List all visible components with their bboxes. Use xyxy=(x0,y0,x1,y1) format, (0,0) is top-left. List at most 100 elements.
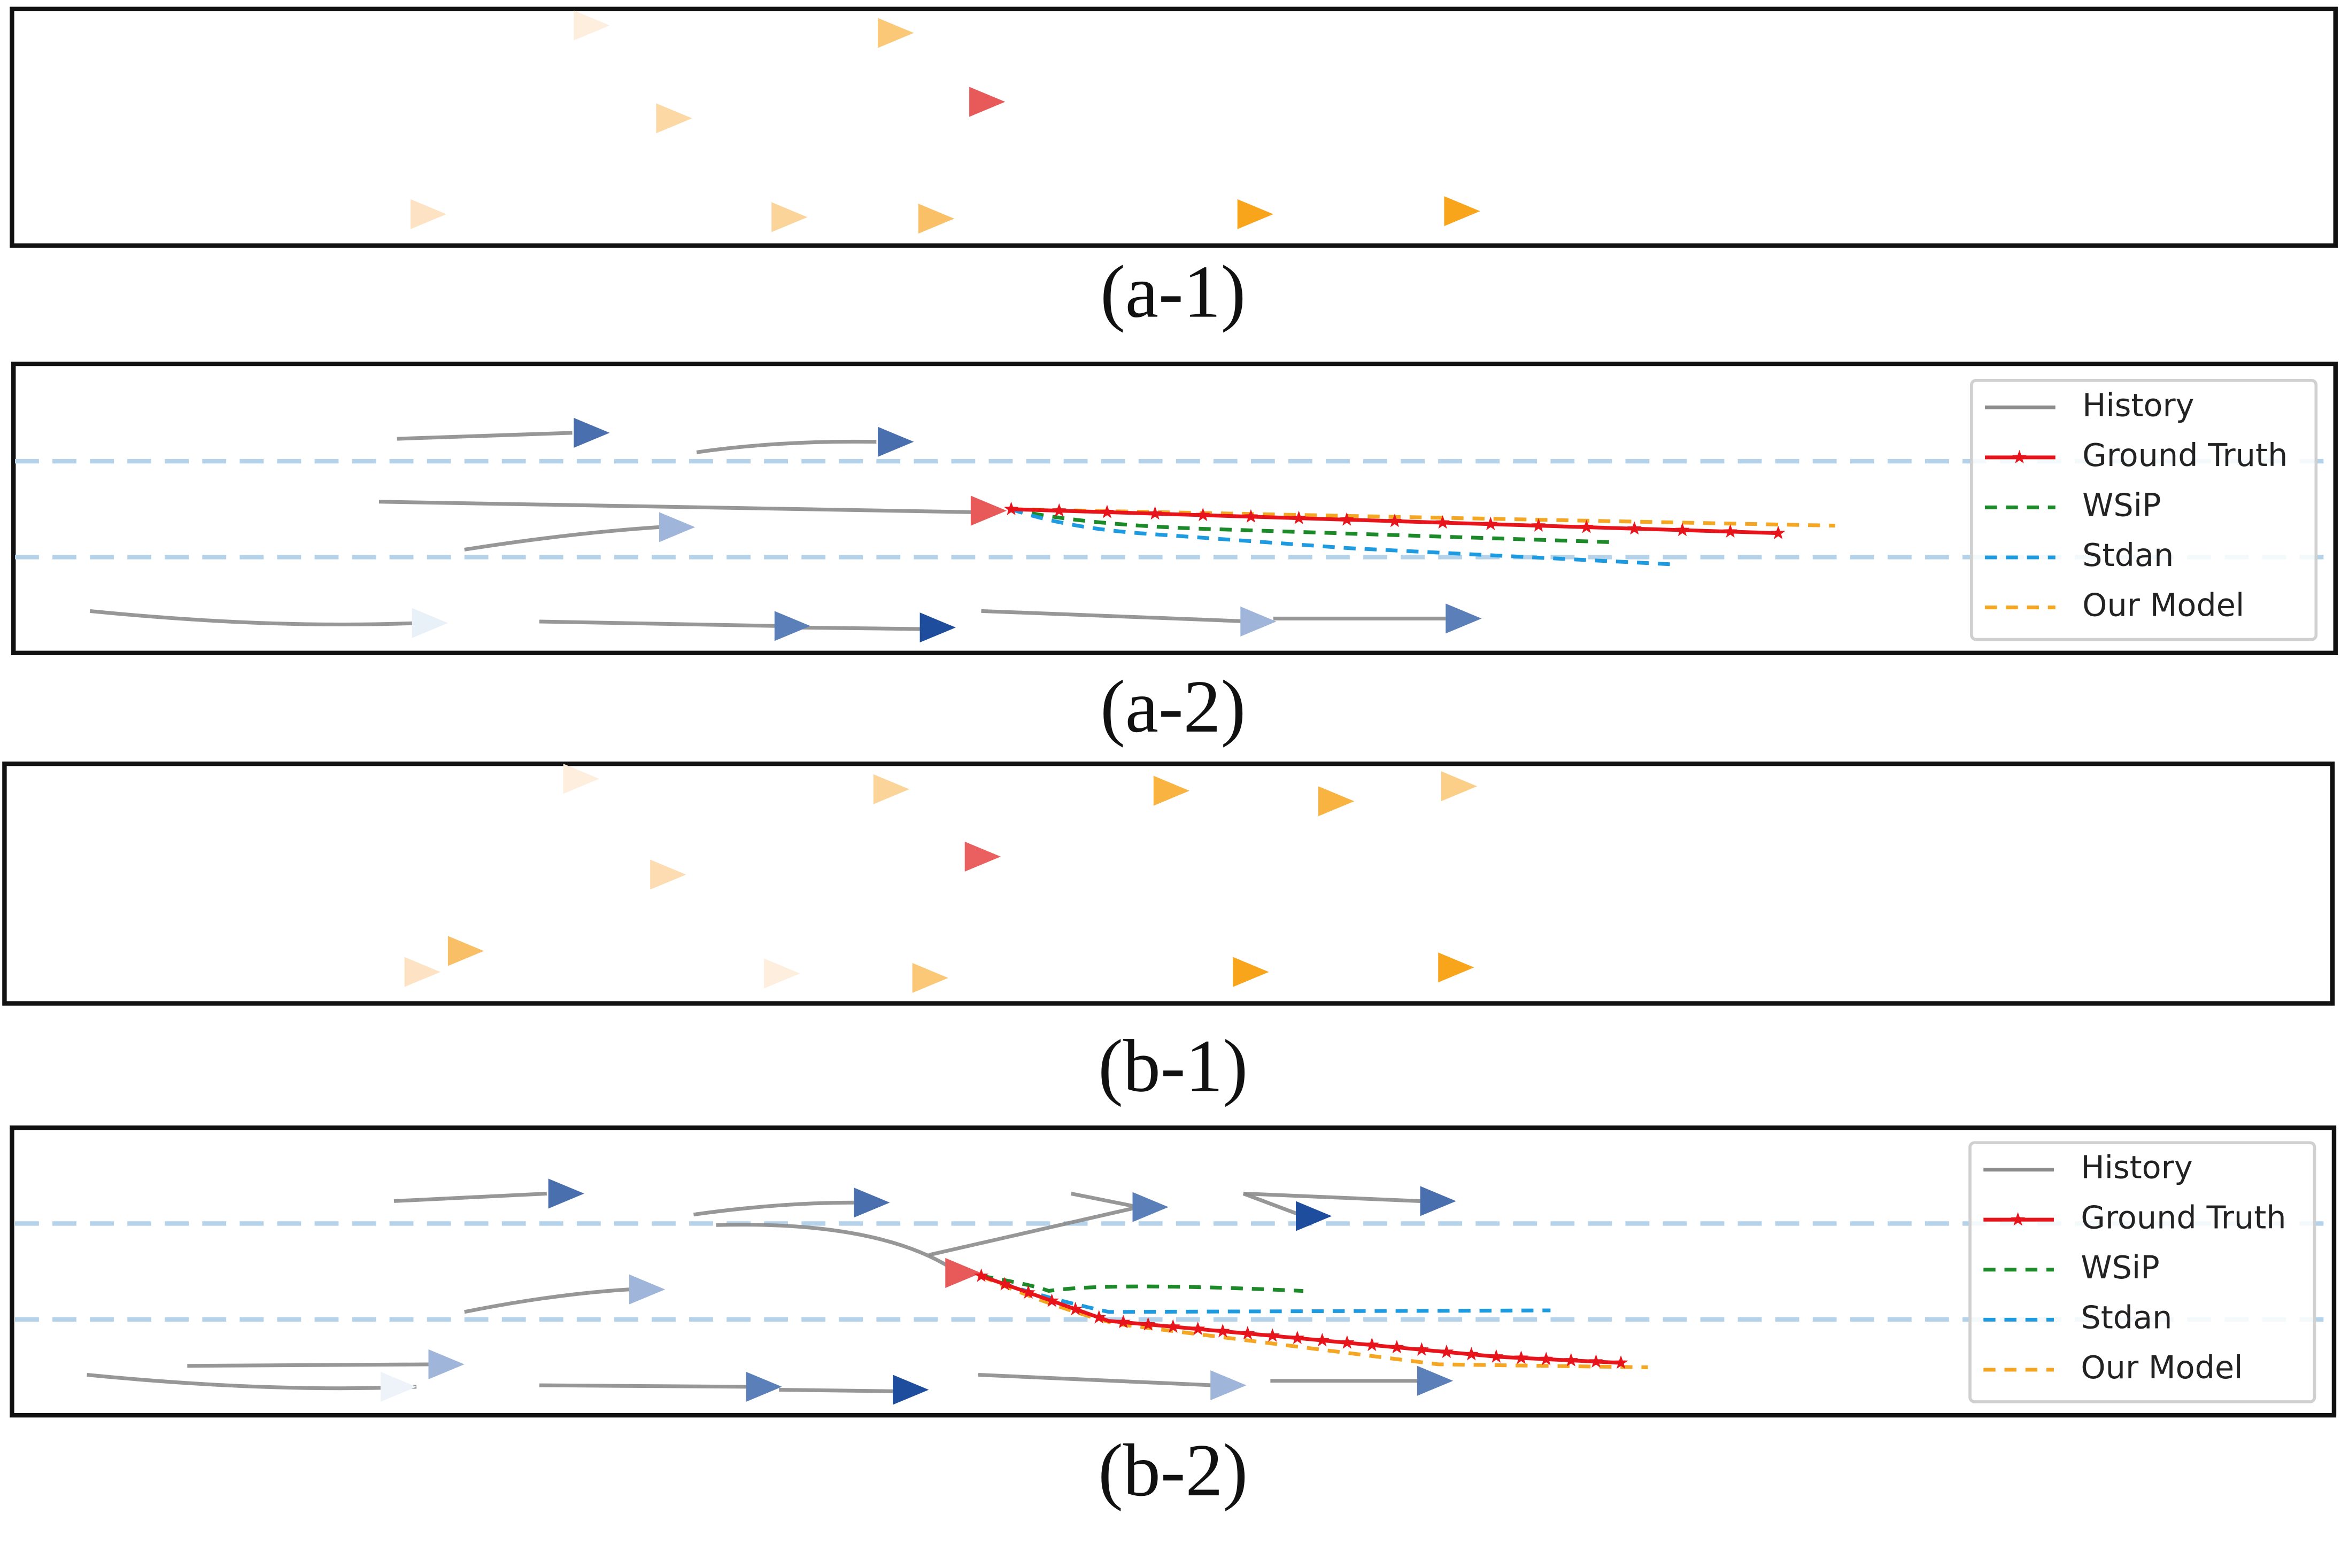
gt-marker xyxy=(1435,515,1450,529)
vehicle xyxy=(1210,1370,1247,1401)
legend-label: Stdan xyxy=(2081,1299,2172,1336)
history-line xyxy=(693,1200,854,1217)
lanes xyxy=(15,459,2334,1322)
vehicle xyxy=(893,1375,929,1405)
gt-marker xyxy=(1191,1321,1206,1336)
vehicle xyxy=(404,957,441,987)
vehicle xyxy=(1132,1192,1169,1222)
gt-marker xyxy=(1613,1355,1628,1369)
vehicle xyxy=(970,495,1007,526)
caption: (a-2) xyxy=(1100,665,1246,748)
vehicle xyxy=(574,10,610,41)
vehicle xyxy=(1441,771,1478,802)
history-line xyxy=(464,1287,630,1314)
history-line xyxy=(716,1223,960,1275)
gt-marker xyxy=(1439,1344,1454,1359)
vehicle xyxy=(918,204,955,234)
vehicle xyxy=(771,202,808,232)
gt-marker xyxy=(1564,1353,1579,1367)
panel-frame xyxy=(10,1125,2337,1418)
history-line xyxy=(696,439,877,454)
vehicle xyxy=(1237,199,1273,229)
gt-marker xyxy=(1514,1350,1528,1364)
gt-marker xyxy=(1483,516,1498,531)
history-line xyxy=(978,1373,1214,1387)
gt-marker xyxy=(1265,1328,1280,1342)
history-line xyxy=(393,1191,547,1203)
vehicle xyxy=(1295,1201,1332,1231)
history-line xyxy=(187,1362,435,1368)
vehicle xyxy=(1446,603,1482,634)
gt-marker xyxy=(1148,506,1163,520)
legend-label: WSiP xyxy=(2082,487,2161,524)
legend-label: Our Model xyxy=(2082,587,2244,624)
history-line xyxy=(981,609,1251,624)
caption: (a-1) xyxy=(1100,251,1246,333)
gt-marker xyxy=(1292,510,1307,524)
panel-frame xyxy=(10,6,2338,248)
history-line xyxy=(539,619,779,628)
legend-box xyxy=(1968,1141,2316,1403)
gt-marker xyxy=(1100,504,1115,518)
gt-marker xyxy=(1004,501,1019,515)
gt-marker xyxy=(1340,1335,1355,1349)
vehicle xyxy=(548,1178,584,1209)
gt-marker xyxy=(2011,1212,2026,1226)
vehicle xyxy=(380,1371,417,1402)
legend-label: Ground Truth xyxy=(2081,1199,2286,1236)
history-line xyxy=(464,525,660,552)
vehicle xyxy=(919,612,956,643)
gt-marker xyxy=(1771,525,1786,539)
history-line xyxy=(1070,1191,1139,1209)
prediction-line xyxy=(980,1274,1551,1314)
vehicle xyxy=(659,512,696,542)
vehicle xyxy=(945,1257,982,1288)
history-line xyxy=(87,1373,417,1391)
gt-marker xyxy=(1045,1293,1059,1307)
gt-marker xyxy=(1723,524,1738,538)
vehicle xyxy=(1438,952,1474,983)
vehicle xyxy=(1153,775,1190,806)
vehicle xyxy=(878,426,914,457)
history-line xyxy=(89,609,420,627)
vehicle xyxy=(650,859,686,890)
vehicle xyxy=(854,1187,890,1218)
panel-frame xyxy=(2,761,2335,1006)
vehicle xyxy=(969,87,1006,117)
vehicle xyxy=(746,1371,782,1402)
legend-label: Ground Truth xyxy=(2082,437,2288,473)
legend-label: WSiP xyxy=(2081,1249,2159,1286)
gt-marker xyxy=(1387,514,1402,527)
vehicle xyxy=(873,774,909,804)
vehicle xyxy=(447,936,484,966)
vehicle xyxy=(1444,196,1480,227)
gt-marker xyxy=(1021,1285,1036,1299)
history-line xyxy=(1243,1191,1420,1203)
legend-label: History xyxy=(2081,1149,2192,1186)
gt-marker xyxy=(1243,509,1258,523)
legend-label: Our Model xyxy=(2081,1349,2243,1386)
vehicle xyxy=(428,1349,465,1379)
history-line xyxy=(928,1205,1139,1257)
gt-marker xyxy=(1166,1319,1180,1333)
vehicle xyxy=(1240,606,1277,636)
gt-marker xyxy=(1364,1337,1379,1352)
gt-marker xyxy=(1290,1330,1305,1345)
vehicle xyxy=(656,103,692,134)
vehicle xyxy=(964,841,1001,872)
vehicle xyxy=(774,611,811,641)
gt-marker xyxy=(1579,519,1594,533)
vehicle xyxy=(412,608,448,638)
vehicle xyxy=(410,199,447,229)
gt-marker xyxy=(1414,1342,1429,1356)
vehicle xyxy=(878,18,914,48)
gt-marker xyxy=(1141,1317,1156,1331)
gt-marker xyxy=(974,1268,988,1282)
legend-label: History xyxy=(2082,386,2194,423)
gt-marker xyxy=(1589,1354,1603,1368)
history-line xyxy=(397,431,573,441)
vehicle xyxy=(764,958,800,989)
gt-marker xyxy=(1464,1347,1479,1361)
panel-frame xyxy=(11,361,2338,656)
gt-marker xyxy=(1092,1310,1106,1324)
